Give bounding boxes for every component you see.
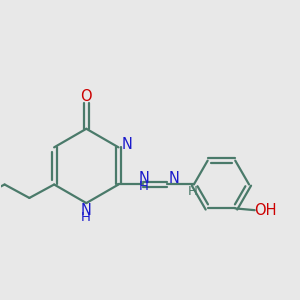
- Text: N: N: [138, 171, 149, 186]
- Text: N: N: [168, 171, 179, 186]
- Text: O: O: [80, 89, 92, 104]
- Text: H: H: [139, 180, 148, 193]
- Text: N: N: [80, 203, 91, 218]
- Text: OH: OH: [254, 203, 277, 218]
- Text: H: H: [188, 185, 197, 198]
- Text: N: N: [121, 137, 132, 152]
- Text: H: H: [81, 212, 91, 224]
